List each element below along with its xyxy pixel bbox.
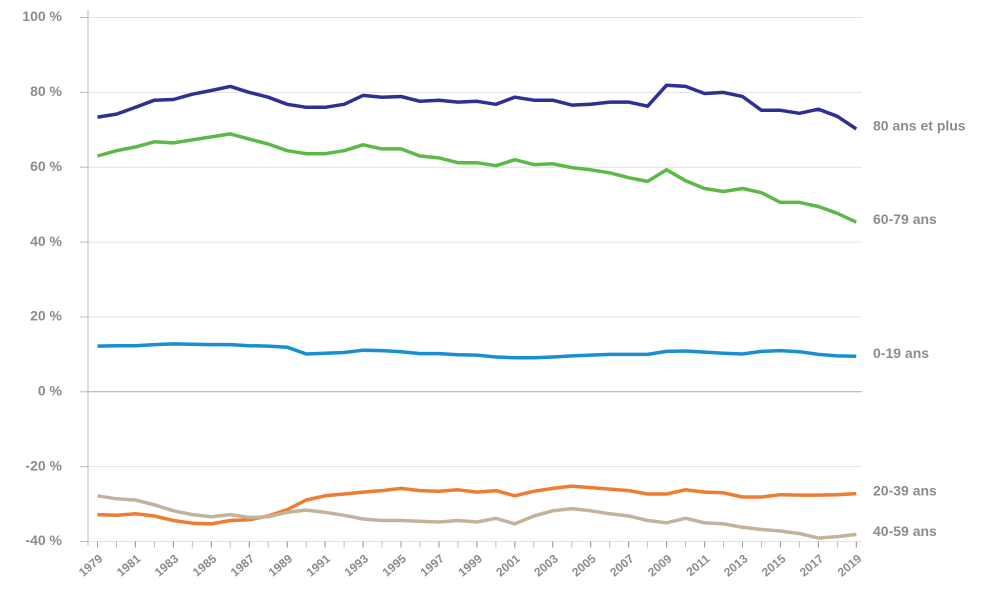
series-label: 40-59 ans <box>873 523 937 539</box>
x-tick-label: 1983 <box>152 551 182 579</box>
x-tick-label: 1985 <box>190 551 220 579</box>
y-tick-label: 100 % <box>22 8 62 24</box>
y-tick-label: 0 % <box>38 382 63 398</box>
x-tick-label: 1995 <box>380 551 410 579</box>
x-tick-label: 1987 <box>228 551 258 579</box>
x-tick-label: 2019 <box>835 551 865 579</box>
y-tick-label: 60 % <box>30 158 62 174</box>
x-tick-label: 2001 <box>493 551 523 579</box>
x-tick-label: 1981 <box>114 551 144 579</box>
x-tick-label: 2015 <box>759 551 789 579</box>
series-line <box>97 132 858 224</box>
x-tick-label: 1993 <box>342 551 372 579</box>
series-label: 60-79 ans <box>873 211 937 227</box>
x-tick-label: 2007 <box>607 551 637 579</box>
x-tick-label: 1989 <box>266 551 296 579</box>
x-tick-label: 2009 <box>645 551 675 579</box>
y-tick-label: -40 % <box>25 532 62 548</box>
x-tick-label: 2003 <box>531 551 561 579</box>
series-label: 80 ans et plus <box>873 118 966 134</box>
x-tick-label: 2013 <box>721 551 751 579</box>
x-tick-label: 1991 <box>304 551 334 579</box>
y-tick-label: -20 % <box>25 457 62 473</box>
series-line <box>97 494 857 540</box>
y-tick-label: 80 % <box>30 83 62 99</box>
series-line <box>97 484 857 526</box>
y-tick-label: 20 % <box>30 308 62 324</box>
series-line <box>97 342 857 360</box>
x-tick-label: 2017 <box>797 551 827 579</box>
x-tick-label: 2011 <box>684 551 713 579</box>
x-tick-label: 1999 <box>455 551 485 579</box>
series-label: 20-39 ans <box>873 482 937 498</box>
x-tick-label: 1979 <box>76 551 106 579</box>
series-line <box>97 83 858 131</box>
y-tick-label: 40 % <box>30 233 62 249</box>
series-label: 0-19 ans <box>873 345 929 361</box>
x-tick-label: 1997 <box>417 551 447 579</box>
x-tick-label: 2005 <box>569 551 599 579</box>
